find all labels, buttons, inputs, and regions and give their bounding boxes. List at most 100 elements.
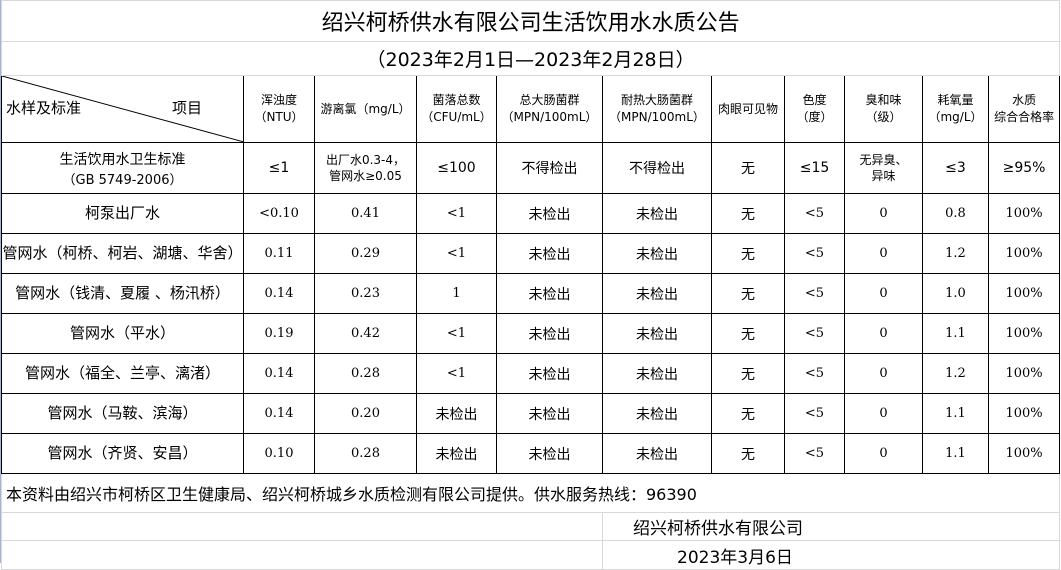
cell-odor-taste: 0 [844, 393, 923, 434]
standard-total-coliform: 不得检出 [496, 142, 603, 194]
header-line: （mg/L） [928, 110, 983, 124]
cell-free-chlorine: 0.20 [314, 393, 417, 434]
company-name: 绍兴柯桥供水有限公司 [601, 512, 1061, 541]
sample-name: 管网水（齐贤、安昌） [1, 433, 244, 474]
cell-pass-rate: 100% [987, 233, 1061, 274]
table-row: 管网水（钱清、夏履 、杨汛桥） 0.14 0.23 1 未检出 未检出无 <5 0 1.0 100… [1, 273, 1061, 314]
header-line: 游离氯（mg/L） [320, 101, 411, 116]
cell-oxygen-consumption: 1.1 [922, 393, 989, 434]
header-chroma: 色度 （度） [784, 75, 845, 143]
cell-thermotolerant-coliform: 未检出 [602, 273, 712, 314]
header-free-chlorine: 游离氯（mg/L） [314, 75, 417, 143]
cell-thermotolerant-coliform: 未检出 [602, 393, 712, 434]
cell-visible-matter: 无 [711, 353, 785, 394]
cell-visible-matter: 无 [711, 273, 785, 314]
cell-oxygen-consumption: 1.2 [922, 233, 989, 274]
cell-odor-taste: 0 [844, 353, 923, 394]
standard-name: 生活饮用水卫生标准 [59, 151, 186, 168]
cell-chroma: <5 [784, 193, 845, 234]
issue-date: 2023年3月6日 [601, 540, 1061, 570]
cell-odor-taste: 0 [844, 193, 923, 234]
header-visible-matter: 肉眼可见物 [711, 75, 785, 143]
cell-odor-taste: 0 [844, 433, 923, 474]
cell-turbidity: <0.10 [243, 193, 315, 234]
table-row: 管网水（齐贤、安昌） 0.10 0.28 未检出 未检出 未检出无 <5 0 1.1 100% [1, 433, 1061, 474]
standard-row: 生活饮用水卫生标准 （GB 5749-2006） ≤1 出厂水0.3-4， 管网水… [1, 142, 1061, 194]
cell-oxygen-consumption: 1.1 [922, 313, 989, 354]
cell-thermotolerant-coliform: 未检出 [602, 353, 712, 394]
table-row: 管网水（马鞍、滨海） 0.14 0.20 未检出 未检出 未检出无 <5 0 1.1 100% [1, 393, 1061, 434]
cell-turbidity: 0.14 [243, 273, 315, 314]
sample-name: 管网水（平水） [1, 313, 244, 354]
cell-turbidity: 0.10 [243, 433, 315, 474]
cell-free-chlorine: 0.28 [314, 433, 417, 474]
sample-name: 管网水（柯桥、柯岩、湖塘、华舍） [1, 233, 244, 274]
cell-total-coliform: 未检出 [496, 433, 603, 474]
table-row: 管网水（柯桥、柯岩、湖塘、华舍） 0.11 0.29 <1 未检出 未检出无 <5 0 1.2 1… [1, 233, 1061, 274]
cell-turbidity: 0.19 [243, 313, 315, 354]
cell-total-coliform: 未检出 [496, 233, 603, 274]
cell-colony-count: <1 [416, 353, 497, 394]
cell-total-coliform: 未检出 [496, 273, 603, 314]
cell-chroma: <5 [784, 353, 845, 394]
cell-free-chlorine: 0.23 [314, 273, 417, 314]
cell-free-chlorine: 0.41 [314, 193, 417, 234]
header-thermotolerant-coliform: 耐热大肠菌群 （MPN/100mL） [602, 75, 712, 143]
cell-pass-rate: 100% [987, 313, 1061, 354]
cell-colony-count: <1 [416, 193, 497, 234]
standard-visible-matter: 无 [711, 142, 785, 194]
cell-pass-rate: 100% [987, 273, 1061, 314]
header-line: （级） [865, 110, 902, 124]
header-line: （MPN/100mL） [609, 110, 705, 124]
cell-total-coliform: 未检出 [496, 393, 603, 434]
header-odor-taste: 臭和味 （级） [844, 75, 923, 143]
header-total-coliform: 总大肠菌群 （MPN/100mL） [496, 75, 603, 143]
header-row: 水样及标准 项目 浑浊度 （NTU） 游离氯（mg/L） 菌落总数 （CFU/mL） 总大… [1, 75, 1061, 143]
cell-oxygen-consumption: 1.1 [922, 433, 989, 474]
diagonal-line [2, 76, 243, 142]
header-line: （度） [796, 110, 833, 124]
header-line: （NTU） [254, 110, 304, 124]
header-line: 肉眼可见物 [717, 101, 778, 116]
report-period: （2023年2月1日—2023年2月28日） [0, 41, 1061, 76]
cell-chroma: <5 [784, 313, 845, 354]
header-turbidity: 浑浊度 （NTU） [243, 75, 315, 143]
standard-pass-rate: ≥95% [987, 142, 1061, 194]
corner-right-label: 项目 [172, 99, 203, 117]
cell-free-chlorine: 0.29 [314, 233, 417, 274]
standard-name-cell: 生活饮用水卫生标准 （GB 5749-2006） [1, 142, 244, 194]
source-note: 本资料由绍兴市柯桥区卫生健康局、绍兴柯桥城乡水质检测有限公司提供。供水服务热线：… [0, 473, 1061, 513]
cell-chroma: <5 [784, 233, 845, 274]
standard-turbidity: ≤1 [243, 142, 315, 194]
cell-colony-count: 1 [416, 273, 497, 314]
cell-oxygen-consumption: 1.2 [922, 353, 989, 394]
table-row: 管网水（平水） 0.19 0.42 <1 未检出 未检出无 <5 0 1.1 100% [1, 313, 1061, 354]
header-line: 耗氧量 [937, 93, 974, 107]
cell-total-coliform: 未检出 [496, 313, 603, 354]
header-line: 耐热大肠菌群 [620, 93, 693, 107]
sample-name: 管网水（钱清、夏履 、杨汛桥） [1, 273, 244, 314]
standard-code: （GB 5749-2006） [62, 172, 183, 188]
cell-total-coliform: 未检出 [496, 193, 603, 234]
cell-thermotolerant-coliform: 未检出 [602, 233, 712, 274]
cell-oxygen-consumption: 1.0 [922, 273, 989, 314]
header-oxygen-consumption: 耗氧量 （mg/L） [922, 75, 989, 143]
header-line: （CFU/mL） [421, 110, 492, 124]
standard-oxygen-consumption: ≤3 [922, 142, 989, 194]
cell-colony-count: 未检出 [416, 433, 497, 474]
cell-odor-taste: 0 [844, 313, 923, 354]
header-line: （MPN/100mL） [501, 110, 598, 124]
cell-colony-count: <1 [416, 313, 497, 354]
cell-chroma: <5 [784, 433, 845, 474]
header-line: 水质 [1012, 93, 1037, 107]
standard-odor-taste: 无异臭、 异味 [844, 142, 923, 194]
cell-visible-matter: 无 [711, 433, 785, 474]
corner-left-label: 水样及标准 [6, 99, 82, 117]
cell-visible-matter: 无 [711, 393, 785, 434]
cell-chroma: <5 [784, 273, 845, 314]
cell-chroma: <5 [784, 393, 845, 434]
cell-colony-count: <1 [416, 233, 497, 274]
sample-name: 管网水（福全、兰亭、漓渚） [1, 353, 244, 394]
corner-header-cell: 水样及标准 项目 [1, 75, 244, 143]
